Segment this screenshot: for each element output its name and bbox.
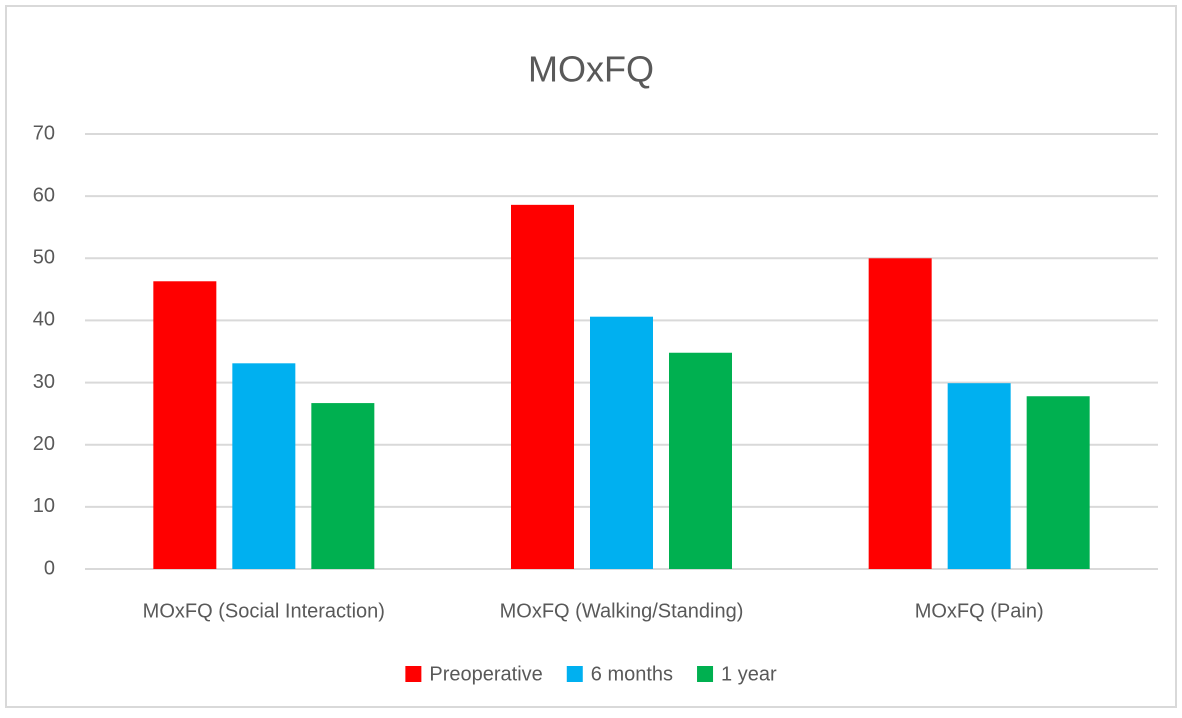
legend-label: 6 months	[591, 663, 673, 685]
bar	[511, 204, 574, 570]
y-tick-label: 40	[33, 309, 55, 331]
y-tick-label: 50	[33, 247, 55, 269]
legend-label: 1 year	[721, 663, 777, 685]
y-tick-label: 60	[33, 184, 55, 206]
bar	[311, 403, 375, 569]
x-tick-label: MOxFQ (Social Interaction)	[143, 600, 385, 622]
y-tick-label: 30	[33, 371, 55, 393]
legend-label: Preoperative	[429, 663, 542, 685]
chart-title: MOxFQ	[528, 49, 654, 90]
x-tick-label: MOxFQ (Walking/Standing)	[500, 600, 744, 622]
legend: Preoperative 6 months 1 year	[405, 663, 777, 685]
legend-swatch	[566, 666, 583, 682]
bar	[1026, 396, 1090, 569]
legend-swatch	[697, 666, 714, 682]
x-tick-label: MOxFQ (Pain)	[915, 600, 1044, 622]
y-tick-label: 70	[33, 122, 55, 144]
bar	[947, 383, 1011, 569]
bar	[153, 281, 217, 569]
bar	[232, 363, 296, 569]
bar	[868, 258, 932, 569]
y-tick-label: 0	[44, 557, 55, 579]
y-tick-label: 10	[33, 495, 55, 517]
legend-swatch	[405, 666, 422, 682]
bar	[590, 316, 653, 569]
y-tick-label: 20	[33, 433, 55, 455]
bar	[669, 352, 732, 569]
